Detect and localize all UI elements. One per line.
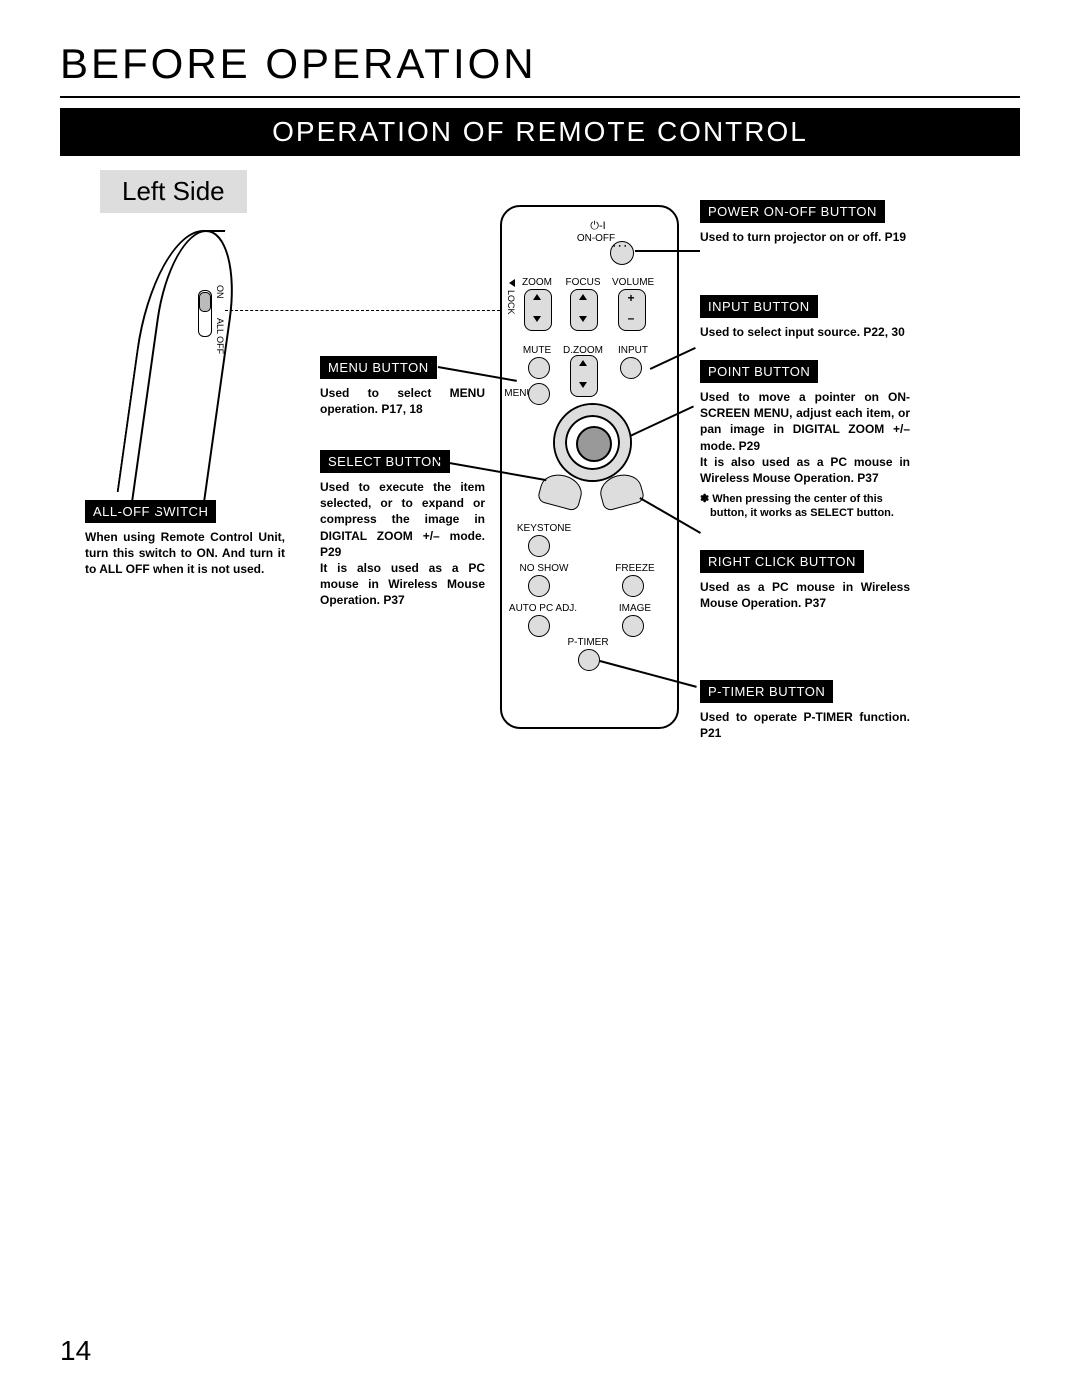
callout-input-desc: Used to select input source. P22, 30 [700,324,910,340]
switch-alloff-label: ALL OFF [215,318,225,354]
power-symbol: ⏻-I [578,220,618,233]
callout-menu-label: MENU BUTTON [320,356,437,379]
callout-menu-desc: Used to select MENU operation. P17, 18 [320,385,485,417]
callout-input-label: INPUT BUTTON [700,295,818,318]
input-button-icon [620,357,642,379]
autopc-button-icon [528,615,550,637]
zoom-up-icon [533,294,541,300]
leader-alloff-v [155,503,157,513]
remote-front-diagram: ⏻-I ON-OFF ● ● ● ZOOM FOCUS VOLUME + – L… [500,205,675,725]
banner-title: OPERATION OF REMOTE CONTROL [60,108,1020,156]
power-dots: ● ● ● [613,243,627,248]
leader-power [635,250,700,252]
callout-power-label: POWER ON-OFF BUTTON [700,200,885,223]
noshow-label: NO SHOW [514,563,574,574]
callout-menu: MENU BUTTON Used to select MENU operatio… [320,356,485,417]
keystone-label: KEYSTONE [514,523,574,534]
switch-on-label: ON [215,285,225,299]
volume-minus-icon: – [624,311,638,325]
noshow-button-icon [528,575,550,597]
lock-label: LOCK [506,290,516,315]
autopc-label: AUTO PC ADJ. [508,603,578,614]
focus-up-icon [579,294,587,300]
callout-alloff: ALL-OFF SWITCH When using Remote Control… [85,500,285,578]
callout-input: INPUT BUTTON Used to select input source… [700,295,910,340]
volume-plus-icon: + [624,291,638,305]
image-button-icon [622,615,644,637]
manual-page: BEFORE OPERATION OPERATION OF REMOTE CON… [0,0,1080,1397]
leader-alloff-to-remote [225,310,500,311]
callout-point-desc: Used to move a pointer on ON-SCREEN MENU… [700,389,910,486]
point-center-icon [576,426,612,462]
input-label: INPUT [614,345,652,356]
mute-button-icon [528,357,550,379]
callout-select-desc: Used to execute the item selected, or to… [320,479,485,609]
page-number: 14 [60,1335,91,1367]
dzoom-up-icon [579,360,587,366]
horizontal-rule [60,96,1020,98]
callout-point-label: POINT BUTTON [700,360,818,383]
callout-power: POWER ON-OFF BUTTON Used to turn project… [700,200,910,245]
callout-select-label: SELECT BUTTON [320,450,450,473]
dzoom-down-icon [579,382,587,388]
callout-ptimer-label: P-TIMER BUTTON [700,680,833,703]
remote-leftside-diagram: ON ALL OFF [90,230,240,510]
callout-power-desc: Used to turn projector on or off. P19 [700,229,910,245]
section-heading: BEFORE OPERATION [60,40,1020,88]
focus-down-icon [579,316,587,322]
callout-ptimer: P-TIMER BUTTON Used to operate P-TIMER f… [700,680,910,741]
alloff-switch-knob [199,292,211,312]
keystone-button-icon [528,535,550,557]
volume-label: VOLUME [612,277,654,288]
zoom-down-icon [533,316,541,322]
lock-arrow-icon [509,279,515,287]
image-label: IMAGE [610,603,660,614]
ptimer-label: P-TIMER [558,637,618,648]
sub-heading: Left Side [100,170,247,213]
callout-rclick: RIGHT CLICK BUTTON Used as a PC mouse in… [700,550,910,611]
callout-ptimer-desc: Used to operate P-TIMER function. P21 [700,709,910,741]
callout-point: POINT BUTTON Used to move a pointer on O… [700,360,910,521]
mute-label: MUTE [518,345,556,356]
freeze-label: FREEZE [610,563,660,574]
callout-alloff-desc: When using Remote Control Unit, turn thi… [85,529,285,578]
freeze-button-icon [622,575,644,597]
menu-button-icon [528,383,550,405]
callout-select: SELECT BUTTON Used to execute the item s… [320,450,485,609]
callout-rclick-label: RIGHT CLICK BUTTON [700,550,864,573]
callout-point-note: ✽ When pressing the center of this butto… [700,492,910,521]
onoff-label: ON-OFF [576,233,616,244]
callout-rclick-desc: Used as a PC mouse in Wireless Mouse Ope… [700,579,910,611]
zoom-label: ZOOM [518,277,556,288]
ptimer-button-icon [578,649,600,671]
callout-alloff-label: ALL-OFF SWITCH [85,500,216,523]
focus-label: FOCUS [564,277,602,288]
